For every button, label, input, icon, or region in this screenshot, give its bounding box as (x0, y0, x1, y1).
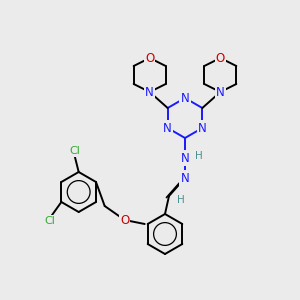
Text: N: N (181, 92, 189, 104)
Text: N: N (163, 122, 172, 134)
Text: N: N (216, 85, 225, 98)
Text: N: N (181, 152, 189, 164)
Text: O: O (145, 52, 154, 64)
Text: O: O (120, 214, 129, 226)
Text: N: N (181, 172, 189, 184)
Text: Cl: Cl (69, 146, 80, 156)
Text: O: O (216, 52, 225, 64)
Text: N: N (145, 85, 154, 98)
Text: H: H (177, 195, 185, 205)
Text: N: N (198, 122, 207, 134)
Text: Cl: Cl (44, 216, 55, 226)
Text: H: H (195, 151, 203, 161)
